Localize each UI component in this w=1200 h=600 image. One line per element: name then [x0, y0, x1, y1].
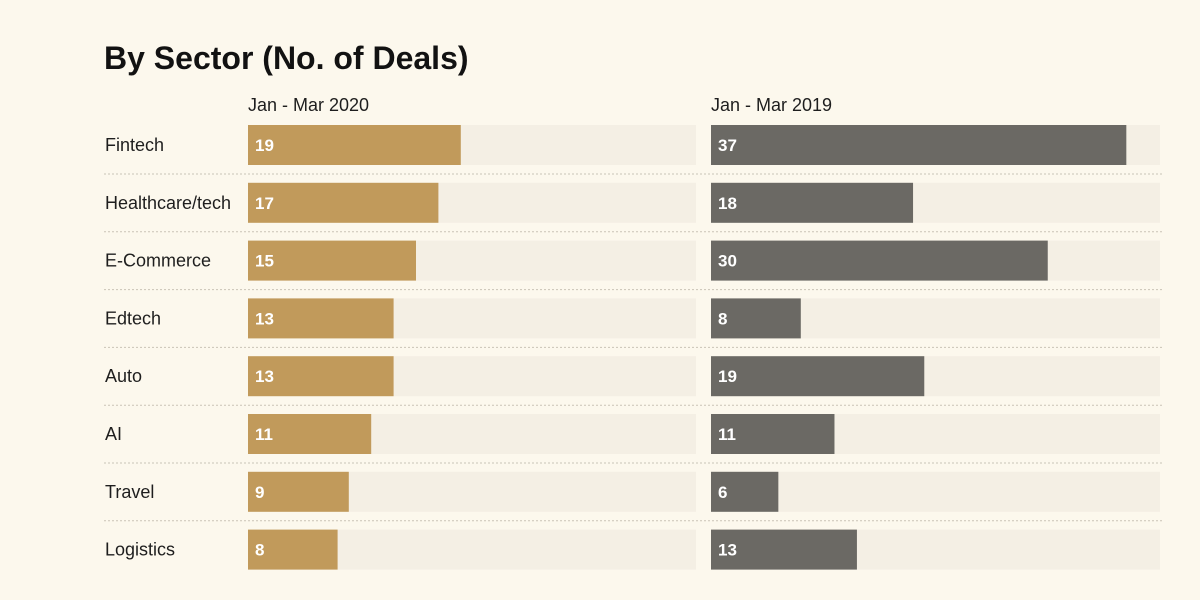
bar-2020-travel: [248, 471, 349, 512]
bar-2020-e-commerce: [248, 240, 416, 281]
bar-2020-logistics: [248, 529, 338, 570]
category-label-edtech: Edtech: [105, 308, 161, 328]
category-label-auto: Auto: [105, 366, 142, 386]
category-label-healthcare-tech: Healthcare/tech: [105, 193, 231, 213]
value-label-2020-edtech: 13: [255, 309, 274, 328]
value-label-2020-healthcare-tech: 17: [255, 194, 274, 213]
bar-2019-edtech: [711, 298, 801, 339]
category-label-fintech: Fintech: [105, 135, 164, 155]
bar-2019-logistics: [711, 529, 857, 570]
bar-2019-auto: [711, 356, 925, 397]
series-header-2019: Jan - Mar 2019: [711, 95, 833, 115]
category-label-ai: AI: [105, 424, 122, 444]
category-label-travel: Travel: [105, 482, 154, 502]
value-label-2019-e-commerce: 30: [718, 252, 737, 271]
value-label-2020-auto: 13: [255, 367, 274, 386]
value-label-2019-edtech: 8: [718, 309, 727, 328]
value-label-2020-travel: 9: [255, 483, 264, 502]
value-label-2020-e-commerce: 15: [255, 252, 274, 271]
value-label-2019-ai: 11: [718, 425, 736, 444]
bar-2019-travel: [711, 471, 779, 512]
category-label-e-commerce: E-Commerce: [105, 251, 211, 271]
bar-2020-auto: [248, 356, 394, 397]
bar-2020-ai: [248, 414, 372, 454]
value-label-2020-ai: 11: [255, 425, 273, 444]
bar-2019-healthcare-tech: [711, 182, 914, 223]
bar-2020-healthcare-tech: [248, 182, 439, 223]
value-label-2020-fintech: 19: [255, 136, 274, 155]
bar-2019-fintech: [711, 125, 1127, 165]
bar-2020-edtech: [248, 298, 394, 339]
value-label-2019-logistics: 13: [718, 541, 737, 560]
value-label-2019-healthcare-tech: 18: [718, 194, 737, 213]
bar-track-2019-travel: [711, 471, 1160, 512]
category-label-logistics: Logistics: [105, 540, 175, 560]
value-label-2019-auto: 19: [718, 367, 737, 386]
bar-2019-e-commerce: [711, 240, 1048, 281]
bar-2019-ai: [711, 414, 835, 454]
value-label-2019-fintech: 37: [718, 136, 737, 155]
value-label-2019-travel: 6: [718, 483, 727, 502]
chart-title: By Sector (No. of Deals): [104, 40, 469, 76]
series-header-2020: Jan - Mar 2020: [248, 95, 370, 115]
bar-2020-fintech: [248, 125, 461, 165]
value-label-2020-logistics: 8: [255, 541, 264, 560]
